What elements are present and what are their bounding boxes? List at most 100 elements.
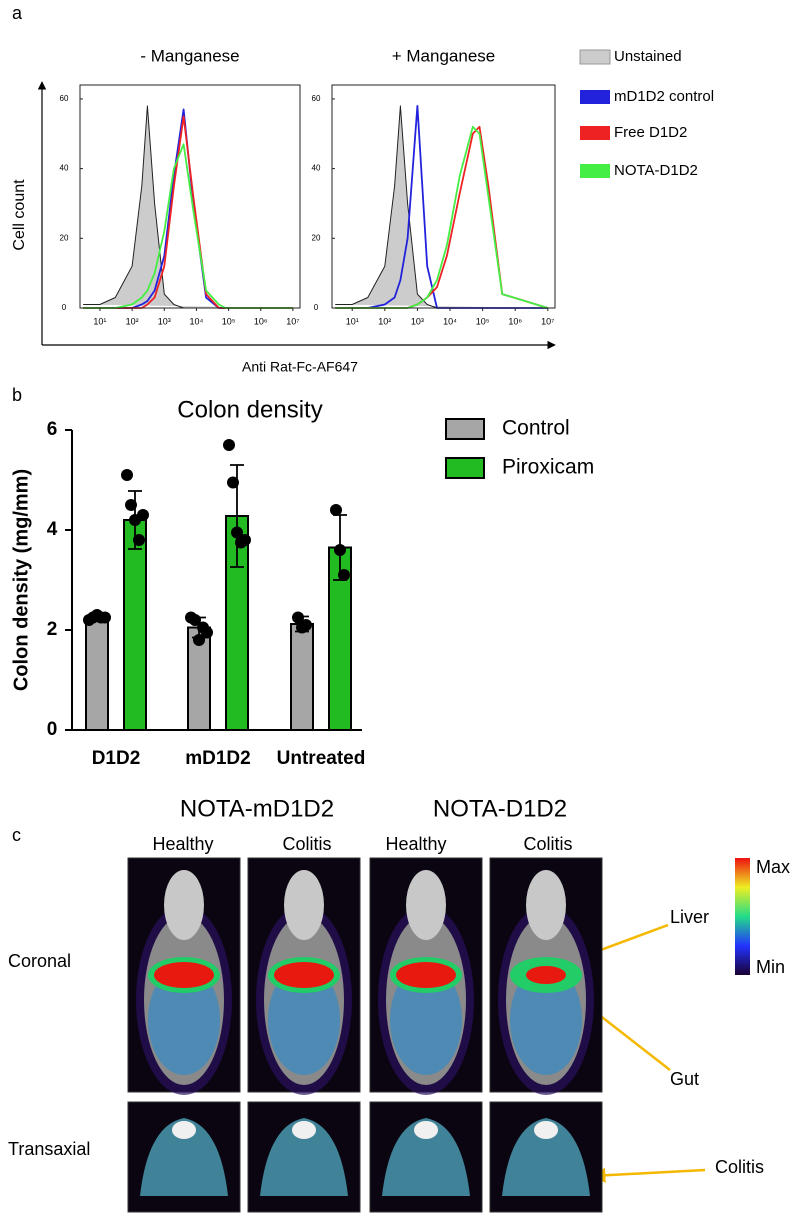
legend-swatch [445,418,485,440]
x-tick-label: 10² [378,316,391,326]
y-tick-label: 4 [47,519,58,540]
scan-liver [274,962,334,988]
scan-liver [526,966,566,984]
row-label: Transaxial [8,1139,90,1159]
histogram-area [335,105,548,309]
x-tick-label: 10² [126,316,139,326]
group-label: NOTA-D1D2 [433,795,567,822]
histogram-line [83,143,293,309]
annotation: Liver [670,907,709,927]
x-tick-label: 10⁵ [476,316,490,326]
x-tick-label: 10¹ [346,316,359,326]
legend-swatch [580,90,610,104]
legend-label: Piroxicam [502,456,594,479]
x-tick-label: 10¹ [93,316,106,326]
data-point [292,611,304,624]
y-tick-label: 60 [60,94,69,103]
y-tick-label: 40 [312,164,321,173]
y-tick-label: 2 [47,619,58,640]
data-point [125,499,137,511]
scan-slice [502,1118,590,1196]
scan-head [284,870,324,940]
scan-liver [154,962,214,988]
x-tick-label: Untreated [277,748,366,769]
panel-label: a [12,3,23,23]
x-tick-label: 10⁴ [443,316,457,326]
scan-spine [414,1121,438,1139]
data-point [239,534,251,546]
legend-swatch [580,126,610,140]
colorbar-label: Min [756,957,785,977]
data-point [137,509,149,521]
histogram-line [83,108,293,309]
y-axis-label: Colon density (mg/mm) [10,469,32,691]
x-tick-label: 10⁶ [254,316,268,326]
x-tick-label: 10⁶ [508,316,522,326]
legend-label: Unstained [614,48,682,65]
annotation-arrow [590,1167,706,1183]
legend-swatch [445,457,485,479]
histogram-area [83,105,293,309]
x-tick-label: 10⁷ [286,316,299,326]
data-point [334,544,346,556]
x-axis-label: Anti Rat-Fc-AF647 [242,359,358,375]
chart-title: + Manganese [392,46,496,65]
y-tick-label: 20 [312,233,321,242]
panel-label: c [12,825,21,845]
x-tick-label: D1D2 [92,748,141,769]
data-point [227,476,239,489]
y-axis-label: Cell count [11,179,28,251]
y-tick-label: 0 [47,719,58,740]
scan-liver [396,962,456,988]
x-tick-label: mD1D2 [185,748,250,769]
plot-frame [79,84,301,309]
legend-label: Free D1D2 [614,124,687,141]
legend-label: mD1D2 control [614,88,714,105]
y-tick-label: 60 [312,94,321,103]
annotation: Gut [670,1069,699,1089]
scan-gut [268,965,340,1075]
scan-head [406,870,446,940]
scan-spine [534,1121,558,1139]
x-tick-label: 10³ [158,316,171,326]
data-point [193,634,205,646]
legend-swatch [580,164,610,178]
data-point [338,569,350,581]
x-tick-label: 10⁵ [222,316,236,326]
colorbar [735,858,750,975]
y-tick-label: 0 [62,303,67,312]
panel-label: b [12,385,22,405]
x-tick-label: 10⁴ [189,316,203,326]
data-point [300,619,312,631]
scan-head [164,870,204,940]
data-point [201,626,213,639]
legend-swatch [579,49,611,65]
legend-label: NOTA-D1D2 [614,162,698,179]
y-tick-label: 0 [314,303,319,312]
histogram-line [335,105,548,309]
chart-title: - Manganese [140,46,239,65]
data-point [133,534,145,546]
bar [123,519,147,731]
scan-head [526,870,566,940]
plot-frame [331,84,556,309]
group-label: NOTA-mD1D2 [180,795,334,822]
scan-slice [382,1118,470,1196]
data-point [189,614,201,626]
bar [290,623,314,731]
data-point [99,611,111,624]
column-label: Colitis [282,834,331,854]
row-label: Coronal [8,951,71,971]
scan-gut [390,965,462,1075]
x-tick-label: 10⁷ [541,316,554,326]
y-tick-label: 6 [47,419,58,440]
annotation: Colitis [715,1157,764,1177]
legend-label: Control [502,417,570,440]
histogram-line [335,125,549,309]
bar [85,616,109,731]
column-label: Healthy [152,834,213,854]
y-tick-label: 40 [60,164,69,173]
scan-gut [148,965,220,1075]
colorbar-label: Max [756,857,790,877]
